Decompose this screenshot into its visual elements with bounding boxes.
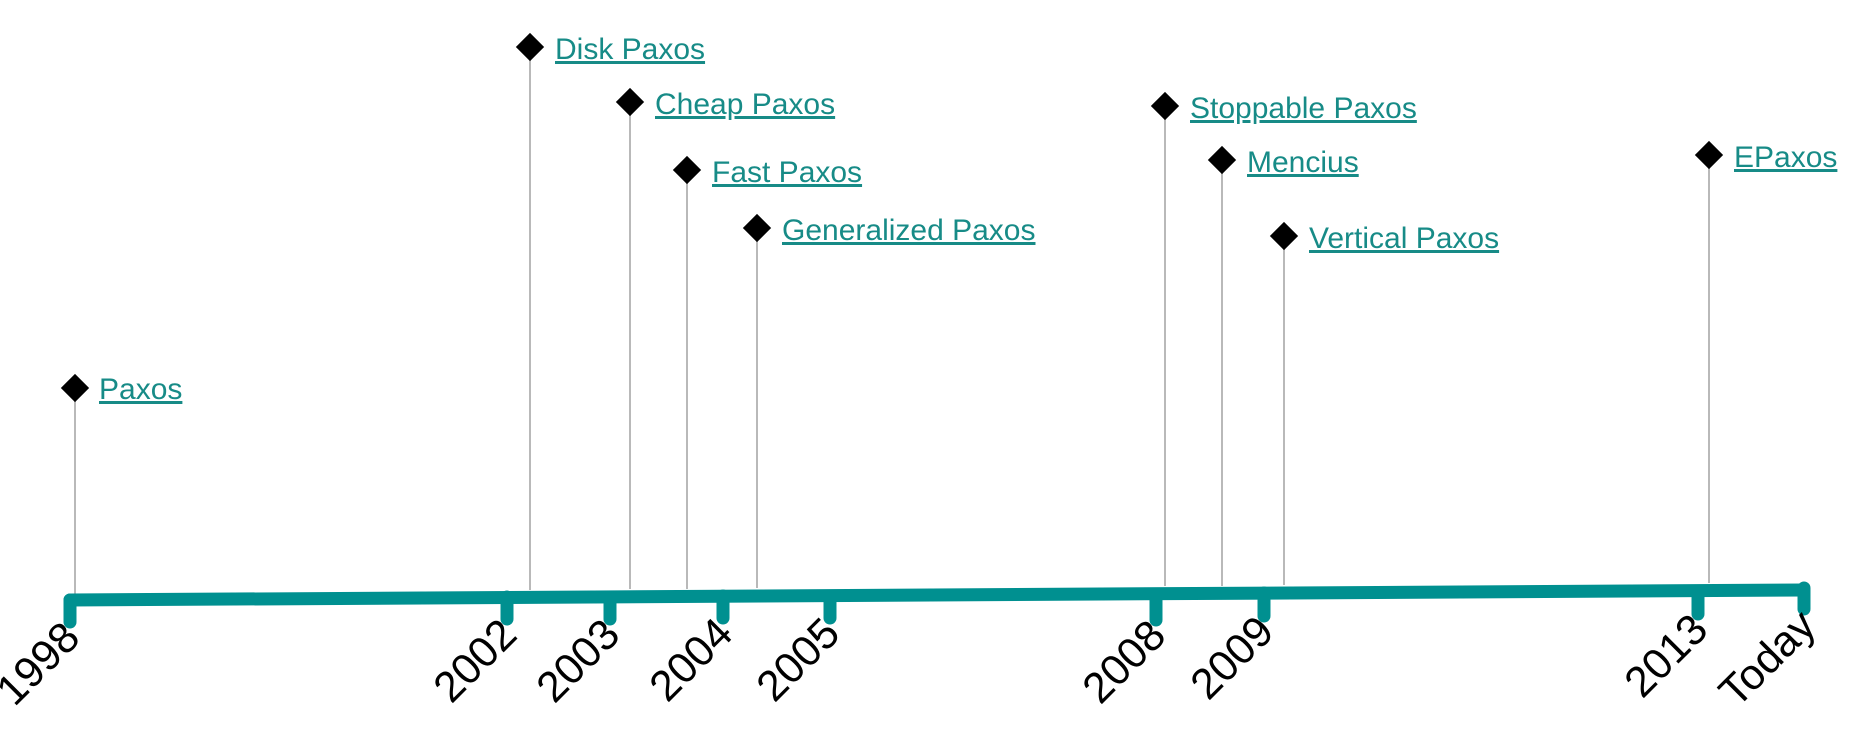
year-label-2004: 2004 (640, 609, 742, 711)
year-label-2008: 2008 (1073, 611, 1175, 713)
marker-cheap-paxos (615, 87, 645, 117)
marker-fast-paxos (672, 155, 702, 185)
year-label-2005: 2005 (747, 609, 849, 711)
link-stoppable-paxos[interactable]: Stoppable Paxos (1190, 92, 1417, 125)
year-label-2009: 2009 (1181, 607, 1283, 709)
link-cheap-paxos[interactable]: Cheap Paxos (655, 88, 835, 121)
timeline-axis (63, 581, 1811, 629)
year-label-2003: 2003 (527, 610, 629, 712)
year-label-2002: 2002 (424, 610, 526, 712)
marker-epaxos (1694, 140, 1724, 170)
link-disk-paxos[interactable]: Disk Paxos (555, 33, 705, 66)
marker-generalized-paxos (742, 213, 772, 243)
link-paxos[interactable]: Paxos (99, 373, 182, 406)
year-label-1998: 1998 (0, 613, 89, 715)
year-labels: 1998 2002 2003 2004 2005 2008 2009 2013 … (0, 601, 1825, 716)
link-generalized-paxos[interactable]: Generalized Paxos (782, 214, 1035, 247)
axis-line (63, 583, 1811, 607)
year-label-2013: 2013 (1615, 605, 1717, 707)
event-labels: Paxos Disk Paxos Cheap Paxos Fast Paxos … (99, 33, 1837, 406)
marker-vertical-paxos (1269, 221, 1299, 251)
link-fast-paxos[interactable]: Fast Paxos (712, 156, 862, 189)
event-stems (74, 47, 1710, 596)
marker-paxos (60, 373, 90, 403)
marker-stoppable-paxos (1150, 91, 1180, 121)
event-markers (60, 32, 1724, 403)
link-epaxos[interactable]: EPaxos (1734, 141, 1837, 174)
link-vertical-paxos[interactable]: Vertical Paxos (1309, 222, 1499, 255)
year-label-today: Today (1710, 601, 1825, 716)
marker-disk-paxos (515, 32, 545, 62)
link-mencius[interactable]: Mencius (1247, 146, 1359, 179)
marker-mencius (1207, 145, 1237, 175)
